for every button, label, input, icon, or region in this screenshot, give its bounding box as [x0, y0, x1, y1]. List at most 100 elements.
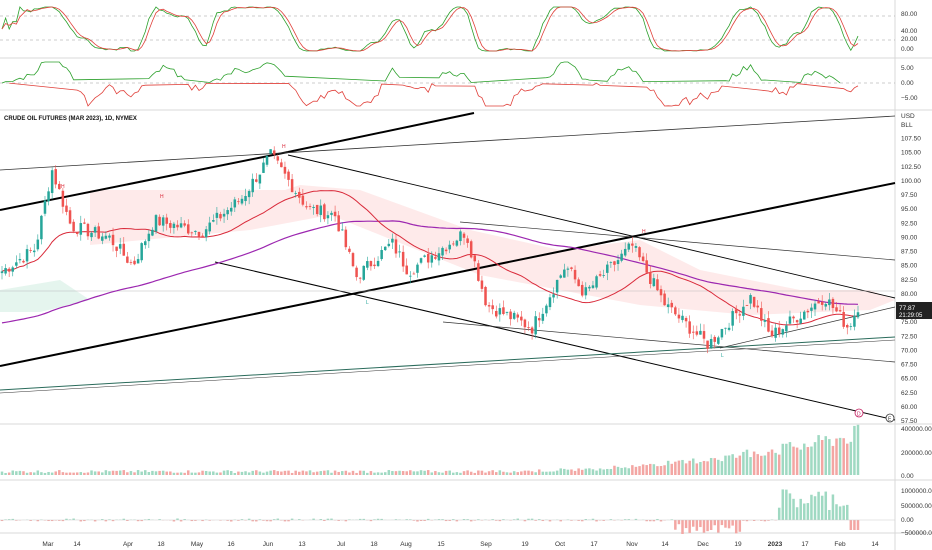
volume-bar: [731, 454, 734, 475]
volume-bar: [36, 470, 40, 475]
volume-oscillator-bar: [58, 520, 61, 521]
candle-body: [745, 305, 749, 306]
volume-oscillator-bar: [412, 520, 416, 521]
candle-body: [810, 307, 813, 311]
volume-oscillator-bar: [530, 518, 534, 520]
volume-oscillator-bar: [777, 507, 781, 520]
volume-oscillator-bar: [251, 520, 254, 522]
volume-bar: [61, 472, 65, 475]
volume-oscillator-bar: [695, 520, 699, 531]
volume-bar: [634, 466, 638, 475]
volume-bar: [25, 472, 29, 475]
volume-bar: [738, 455, 742, 475]
volume-bar: [452, 472, 455, 475]
volume-oscillator-bar: [785, 489, 788, 520]
volume-bar: [709, 457, 713, 475]
candle-body: [75, 232, 79, 235]
volume-oscillator-bar: [659, 520, 663, 522]
candle-body: [222, 213, 226, 217]
candle-body: [846, 324, 849, 328]
candle-body: [631, 243, 634, 246]
volume-bar: [752, 451, 756, 475]
candle-body: [856, 312, 860, 318]
candle-body: [806, 310, 810, 313]
volume-bar: [54, 471, 57, 475]
candle-body: [179, 223, 183, 228]
volume-bar: [677, 460, 681, 475]
time-tick-label: 18: [370, 541, 378, 548]
volume-bar: [652, 464, 656, 475]
volume-bar: [423, 470, 426, 475]
volume-bar: [369, 471, 373, 475]
candle-body: [333, 211, 337, 217]
volume-bar: [534, 472, 537, 475]
candle-body: [813, 303, 817, 310]
candle-body: [43, 200, 47, 214]
volume-bar: [93, 471, 97, 475]
volume-bar: [11, 470, 14, 475]
candle-body: [774, 327, 777, 338]
volume-bar: [745, 449, 749, 475]
volume-oscillator-bar: [781, 489, 785, 520]
candle-body: [111, 234, 115, 246]
price-tick-label: 85.00: [901, 263, 918, 270]
candle-body: [828, 299, 831, 306]
candle-body: [731, 311, 734, 326]
volume-oscillator-bar: [469, 520, 473, 522]
volume-oscillator-bar: [670, 519, 674, 520]
volume-bar: [631, 465, 634, 475]
volume-bar: [179, 472, 183, 475]
candle-body: [602, 275, 605, 276]
candle-body: [785, 325, 788, 332]
volume-bar: [498, 470, 502, 475]
volume-oscillator-bar: [745, 520, 749, 522]
candle-body: [61, 190, 65, 207]
candle-body: [287, 171, 290, 180]
volume-oscillator-bar: [108, 519, 111, 520]
volume-oscillator-bar: [330, 518, 333, 520]
candle-body: [677, 314, 681, 319]
volume-bar: [756, 454, 759, 475]
price-tick-label: 57.50: [901, 418, 918, 425]
candle-body: [269, 149, 272, 154]
volume-bar: [491, 470, 494, 475]
volume-bar: [419, 470, 423, 475]
volume-bar: [409, 470, 412, 475]
candle-body: [86, 223, 90, 237]
volume-bar: [803, 443, 806, 475]
volume-oscillator-bar: [369, 520, 373, 522]
price-tick-label: 97.50: [901, 192, 918, 199]
candle-body: [226, 210, 229, 215]
volume-oscillator-bar: [409, 519, 412, 520]
volume-bar: [777, 454, 781, 475]
candle-body: [240, 198, 244, 204]
volume-oscillator-bar: [720, 520, 724, 526]
candle-body: [559, 275, 562, 278]
candle-body: [580, 284, 584, 296]
candle-body: [652, 278, 656, 287]
candle-body: [280, 162, 283, 168]
volume-oscillator-bar: [83, 520, 86, 522]
volume-oscillator-bar: [495, 520, 498, 521]
volume-bar: [724, 455, 727, 475]
volume-bar: [584, 468, 588, 475]
volume-bar: [623, 467, 627, 475]
volume-bar: [280, 471, 283, 475]
volume-bar: [247, 472, 251, 475]
volume-bar: [505, 472, 509, 475]
time-tick-label: Sep: [480, 541, 492, 548]
volume-oscillator-bar: [423, 520, 426, 521]
volume-oscillator-bar: [111, 520, 115, 522]
volume-oscillator-bar: [136, 520, 140, 522]
candle-body: [330, 212, 333, 215]
candle-body: [706, 340, 709, 349]
candle-body: [691, 331, 695, 333]
candle-body: [527, 327, 530, 329]
volume-oscillator-bar: [68, 519, 72, 520]
candle-body: [437, 253, 441, 261]
volume-bar: [426, 470, 430, 475]
volume-bar: [387, 470, 391, 475]
time-tick-label: Feb: [834, 541, 846, 548]
candle-body: [369, 261, 373, 267]
